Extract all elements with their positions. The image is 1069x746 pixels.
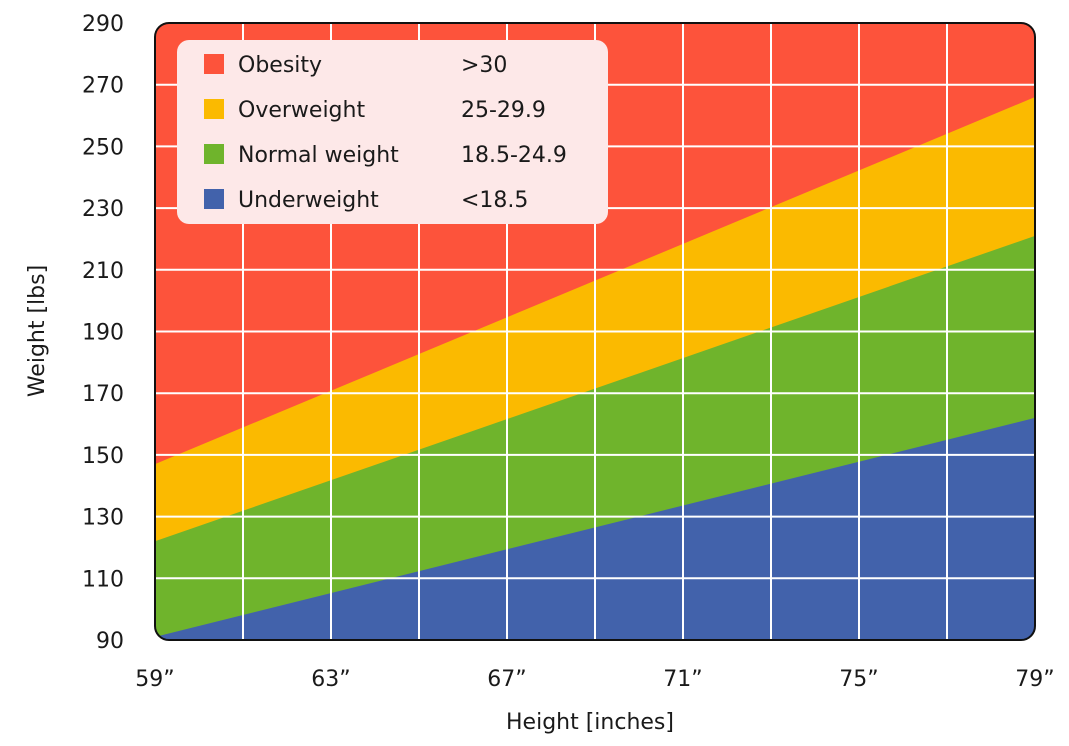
legend-swatch: [204, 54, 224, 74]
y-tick-label: 130: [82, 506, 124, 531]
x-axis-label: Height [inches]: [506, 710, 674, 735]
legend-background: [177, 40, 608, 224]
plot-border: [154, 22, 1036, 641]
y-tick-label: 210: [82, 259, 124, 284]
legend-range: 18.5-24.9: [461, 143, 567, 168]
y-tick-label: 270: [82, 74, 124, 99]
legend-label: Underweight: [238, 188, 379, 213]
legend-range: 25-29.9: [461, 98, 546, 123]
legend-swatch: [204, 144, 224, 164]
y-tick-label: 110: [82, 567, 124, 592]
legend-range: >30: [461, 53, 507, 78]
x-tick-label: 59”: [135, 667, 174, 692]
y-tick-label: 190: [82, 321, 124, 346]
y-tick-label: 90: [96, 629, 124, 654]
x-tick-label: 67”: [487, 667, 526, 692]
y-tick-label: 290: [82, 12, 124, 37]
y-tick-label: 250: [82, 135, 124, 160]
legend-swatch: [204, 99, 224, 119]
legend-swatch: [204, 189, 224, 209]
y-tick-label: 150: [82, 444, 124, 469]
y-tick-label: 170: [82, 382, 124, 407]
legend-label: Normal weight: [238, 143, 399, 168]
legend-label: Overweight: [238, 98, 365, 123]
x-tick-label: 75”: [839, 667, 878, 692]
x-tick-label: 63”: [311, 667, 350, 692]
y-axis-label: Weight [lbs]: [25, 265, 50, 397]
x-tick-label: 79”: [1015, 667, 1054, 692]
x-tick-label: 71”: [663, 667, 702, 692]
legend-label: Obesity: [238, 53, 322, 78]
legend-range: <18.5: [461, 188, 528, 213]
y-tick-label: 230: [82, 197, 124, 222]
legend: Obesity >30 Overweight 25-29.9 Normal weight…: [177, 40, 608, 224]
